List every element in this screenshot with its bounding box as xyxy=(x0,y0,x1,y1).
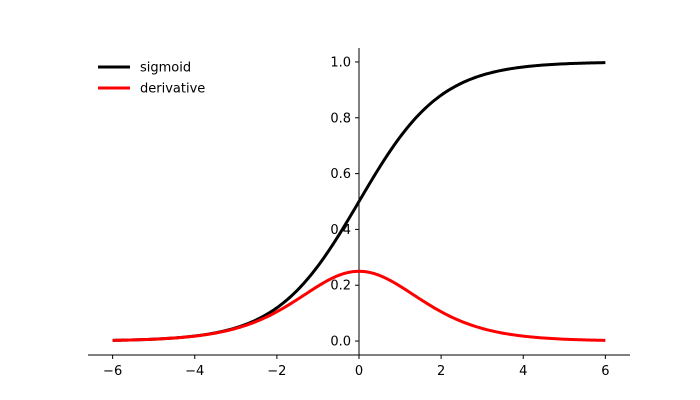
y-tick-label: 1.0 xyxy=(330,55,351,70)
legend: sigmoid derivative xyxy=(98,61,205,97)
plot-lines xyxy=(112,61,606,342)
x-tick-label: 4 xyxy=(519,364,527,379)
y-tick-label: 0.0 xyxy=(330,335,351,350)
x-tick-label: −4 xyxy=(185,364,204,379)
series-line-derivative xyxy=(112,269,606,342)
x-tick-label: 0 xyxy=(355,364,363,379)
x-tick-label: −2 xyxy=(267,364,286,379)
legend-label-sigmoid: sigmoid xyxy=(140,61,191,76)
y-tick-label: 0.8 xyxy=(330,111,351,126)
y-tick-label: 0.2 xyxy=(330,279,351,294)
axes: −6 −4 −2 0 2 4 60.00.20.40.60.81.0 xyxy=(88,48,630,379)
legend-label-derivative: derivative xyxy=(140,82,205,97)
y-tick-label: 0.6 xyxy=(330,167,351,182)
x-tick-label: 6 xyxy=(601,364,609,379)
x-tick-label: 2 xyxy=(437,364,445,379)
x-tick-label: −6 xyxy=(103,364,122,379)
